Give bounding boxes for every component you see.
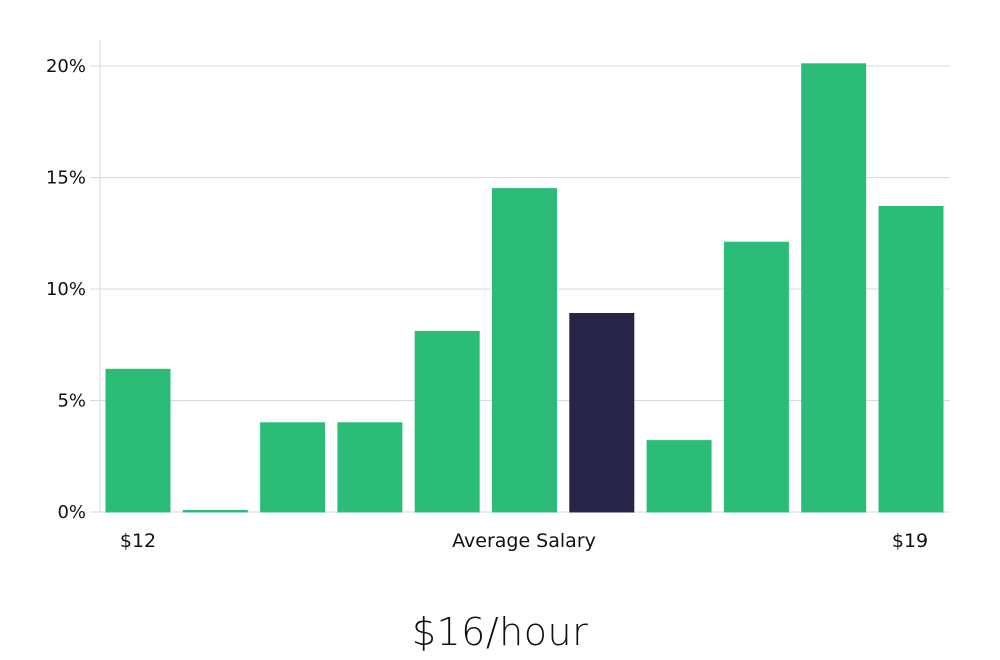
bars (105, 63, 944, 513)
y-tick-label: 0% (57, 502, 86, 523)
y-tick-label: 10% (46, 279, 86, 300)
salary-histogram: 0% 5% 10% 15% 20% $12 Average Salary $19 (46, 40, 950, 552)
bar-10 (878, 206, 944, 513)
y-axis-tick-labels: 0% 5% 10% 15% 20% (46, 56, 86, 523)
bar-2 (260, 422, 326, 513)
x-label-max: $19 (892, 530, 928, 552)
x-label-min: $12 (120, 530, 156, 552)
x-label-average: Average Salary (452, 530, 596, 552)
bar-7 (646, 440, 712, 513)
y-tick-label: 5% (57, 391, 86, 412)
average-hourly-salary: $16/hour (411, 610, 589, 654)
bar-1 (182, 510, 248, 513)
y-tick-label: 20% (46, 56, 86, 77)
bar-9 (801, 63, 867, 513)
bar-0 (105, 368, 171, 513)
bar-average (569, 313, 635, 513)
bar-8 (723, 241, 789, 513)
bar-5 (492, 188, 557, 513)
bar-3 (337, 422, 403, 513)
bar-4 (414, 330, 480, 513)
y-tick-label: 15% (46, 168, 86, 189)
